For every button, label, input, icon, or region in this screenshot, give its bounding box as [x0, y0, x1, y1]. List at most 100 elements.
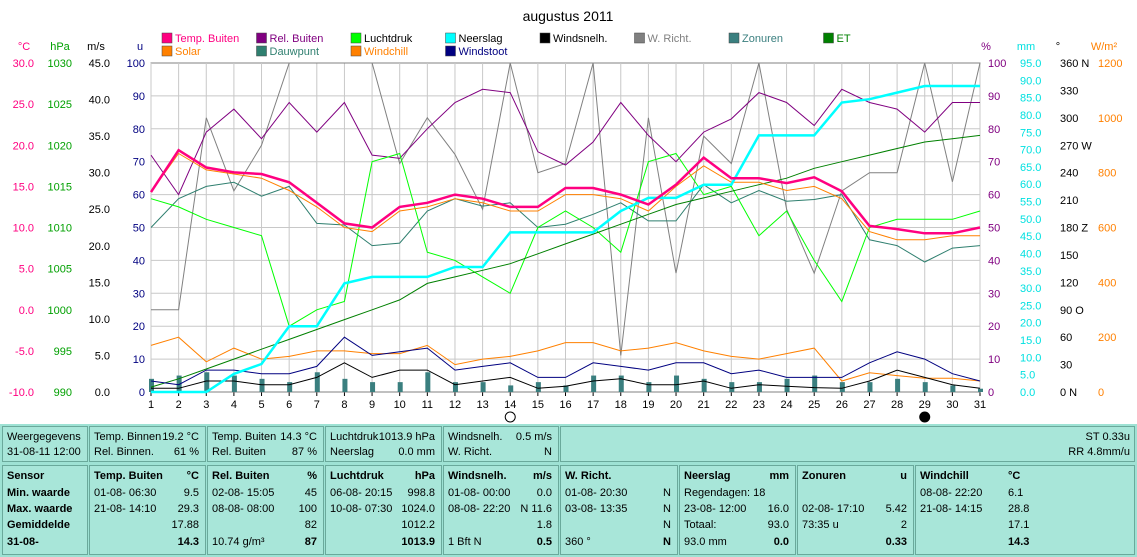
- zonuren-bar: [729, 382, 735, 392]
- axis-tick-label: 100: [988, 58, 1006, 70]
- zonuren-bar: [839, 382, 845, 392]
- x-tick-label: 12: [449, 399, 461, 411]
- temp-buiten-label: Temp. Buiten: [212, 431, 277, 443]
- axis-tick-label: 45.0: [89, 58, 110, 70]
- stats-cell-label: 01-08- 06:30: [94, 487, 157, 499]
- axis-tick-label: 1010: [48, 223, 72, 235]
- axis-tick-label: 10: [133, 354, 145, 366]
- weather-chart: augustus 2011 Temp. Buiten Rel. Buiten Luc…: [9, 8, 1122, 423]
- axis-tick-label: 85.0: [1020, 93, 1041, 105]
- axis-tick-label: -10.0: [9, 387, 34, 399]
- legend-label: Dauwpunt: [270, 46, 320, 58]
- axis-tick-label: 70: [988, 157, 1000, 169]
- x-tick-label: 13: [476, 399, 488, 411]
- axis-tick-label: 1025: [48, 99, 72, 111]
- zonuren-bar: [978, 388, 983, 392]
- zonuren-bar: [618, 375, 624, 392]
- series-line-windsnelh-: [151, 362, 981, 389]
- data-panel: Weergegevens 31-08-11 12:00 Temp. Binnen…: [0, 424, 1137, 557]
- legend-label: Neerslag: [459, 33, 503, 45]
- x-tick-label: 6: [286, 399, 292, 411]
- axis-tick-label: 1005: [48, 264, 72, 276]
- legend-label: W. Richt.: [648, 33, 692, 45]
- x-tick-label: 1: [148, 399, 154, 411]
- stats-table-unit: °C: [186, 470, 199, 482]
- legend-swatch: [256, 45, 267, 57]
- axis-tick-label: 1030: [48, 58, 72, 70]
- zonuren-bar: [756, 382, 762, 392]
- axis-tick-label: 40.0: [1020, 248, 1041, 260]
- axis-tick-label: 30.0: [1020, 283, 1041, 295]
- stats-cell-label: 03-08- 13:35: [565, 503, 628, 515]
- stats-cell-value: 16.0: [767, 503, 789, 515]
- axis-tick-label: 40: [988, 255, 1000, 267]
- axis-tick-label: 10.0: [1020, 352, 1041, 364]
- axis-tick-label: 1000: [1098, 113, 1122, 125]
- axis-tick-label: 20: [988, 321, 1000, 333]
- zonuren-bar: [784, 378, 790, 392]
- x-tick-label: 10: [394, 399, 406, 411]
- x-tick-label: 18: [615, 399, 627, 411]
- axis-tick-label: 40: [133, 255, 145, 267]
- stats-cell-value: 0.5: [536, 536, 552, 548]
- stats-table-rel-buiten: Rel. Buiten% 02-08- 15:05 45 08-08- 08:00 10…: [207, 465, 324, 555]
- stats-cell-value: N: [663, 536, 671, 548]
- x-tick-label: 29: [919, 399, 931, 411]
- axis-tick-label: 50: [133, 223, 145, 235]
- x-tick-label: 26: [836, 399, 848, 411]
- stats-cell-value: 1013.9: [401, 536, 435, 548]
- zonuren-bar: [452, 382, 458, 392]
- temp-binnen-label: Temp. Binnen: [94, 431, 162, 443]
- stats-cell-value: 998.8: [407, 487, 435, 499]
- stats-cell-value: N: [663, 487, 671, 499]
- x-tick-label: 7: [314, 399, 320, 411]
- stats-table-unit: mm: [769, 470, 789, 482]
- series-line-temp-buiten: [149, 148, 981, 235]
- zonuren-bar: [867, 382, 873, 392]
- axis-tick-label: 200: [1098, 332, 1116, 344]
- stats-cell-value: 29.3: [177, 503, 199, 515]
- stats-cell-value: 45: [304, 487, 317, 499]
- legend-label: ET: [837, 33, 851, 45]
- neerslag-label: Neerslag: [330, 446, 375, 458]
- axis-tick-label: 20.0: [13, 140, 34, 152]
- wind-cell: Windsnelh. 0.5 m/s W. Richt. N: [443, 426, 559, 462]
- stats-cell-value: 93.0: [767, 519, 789, 531]
- zonuren-bar: [149, 378, 154, 392]
- axis-tick-label: 25.0: [1020, 300, 1041, 312]
- axis-tick-label: 150: [1060, 250, 1078, 262]
- x-tick-label: 16: [559, 399, 571, 411]
- axis-unit: hPa: [50, 41, 70, 53]
- axis-tick-label: 100: [127, 58, 145, 70]
- row-label-date: 31-08-: [7, 536, 39, 548]
- legend-swatch: [256, 32, 267, 44]
- axis-tick-label: 90.0: [1020, 75, 1041, 87]
- stats-cell-value: 1012.2: [401, 519, 435, 531]
- axis-tick-label: 800: [1098, 168, 1116, 180]
- axis-tick-label: 60: [133, 190, 145, 202]
- axis-tick-label: 990: [54, 387, 72, 399]
- row-label-avg: Gemiddelde: [7, 519, 70, 531]
- axis-tick-label: 0 N: [1060, 387, 1077, 399]
- series-line-solar: [150, 336, 981, 382]
- stats-cell-label: 08-08- 22:20: [448, 503, 511, 515]
- zonuren-bar: [204, 372, 210, 392]
- stats-cell-value: 0.0: [773, 536, 789, 548]
- axis-tick-label: 35.0: [89, 131, 110, 143]
- x-tick-label: 30: [946, 399, 958, 411]
- stats-cell-label: 1 Bft N: [448, 536, 482, 548]
- axis-tick-label: 5.0: [95, 350, 110, 362]
- axis-tick-label: 25.0: [89, 204, 110, 216]
- zonuren-bar: [701, 378, 707, 392]
- axis-tick-label: 50.0: [1020, 214, 1041, 226]
- axis-tick-label: 210: [1060, 195, 1078, 207]
- zonuren-bar: [950, 385, 956, 392]
- stats-table-title: Rel. Buiten: [212, 470, 270, 482]
- axis-tick-label: 30: [1060, 360, 1072, 372]
- stats-table-title: Windchill: [920, 470, 969, 482]
- legend-swatch: [350, 32, 362, 44]
- stats-table-luchtdruk: Luchtdruk hPa 06-08- 20:15 998.8 10-08- 07:3…: [325, 465, 442, 555]
- legend-swatch: [350, 45, 362, 57]
- series-line-windstoot: [150, 336, 981, 386]
- axis-tick-label: 75.0: [1020, 127, 1041, 139]
